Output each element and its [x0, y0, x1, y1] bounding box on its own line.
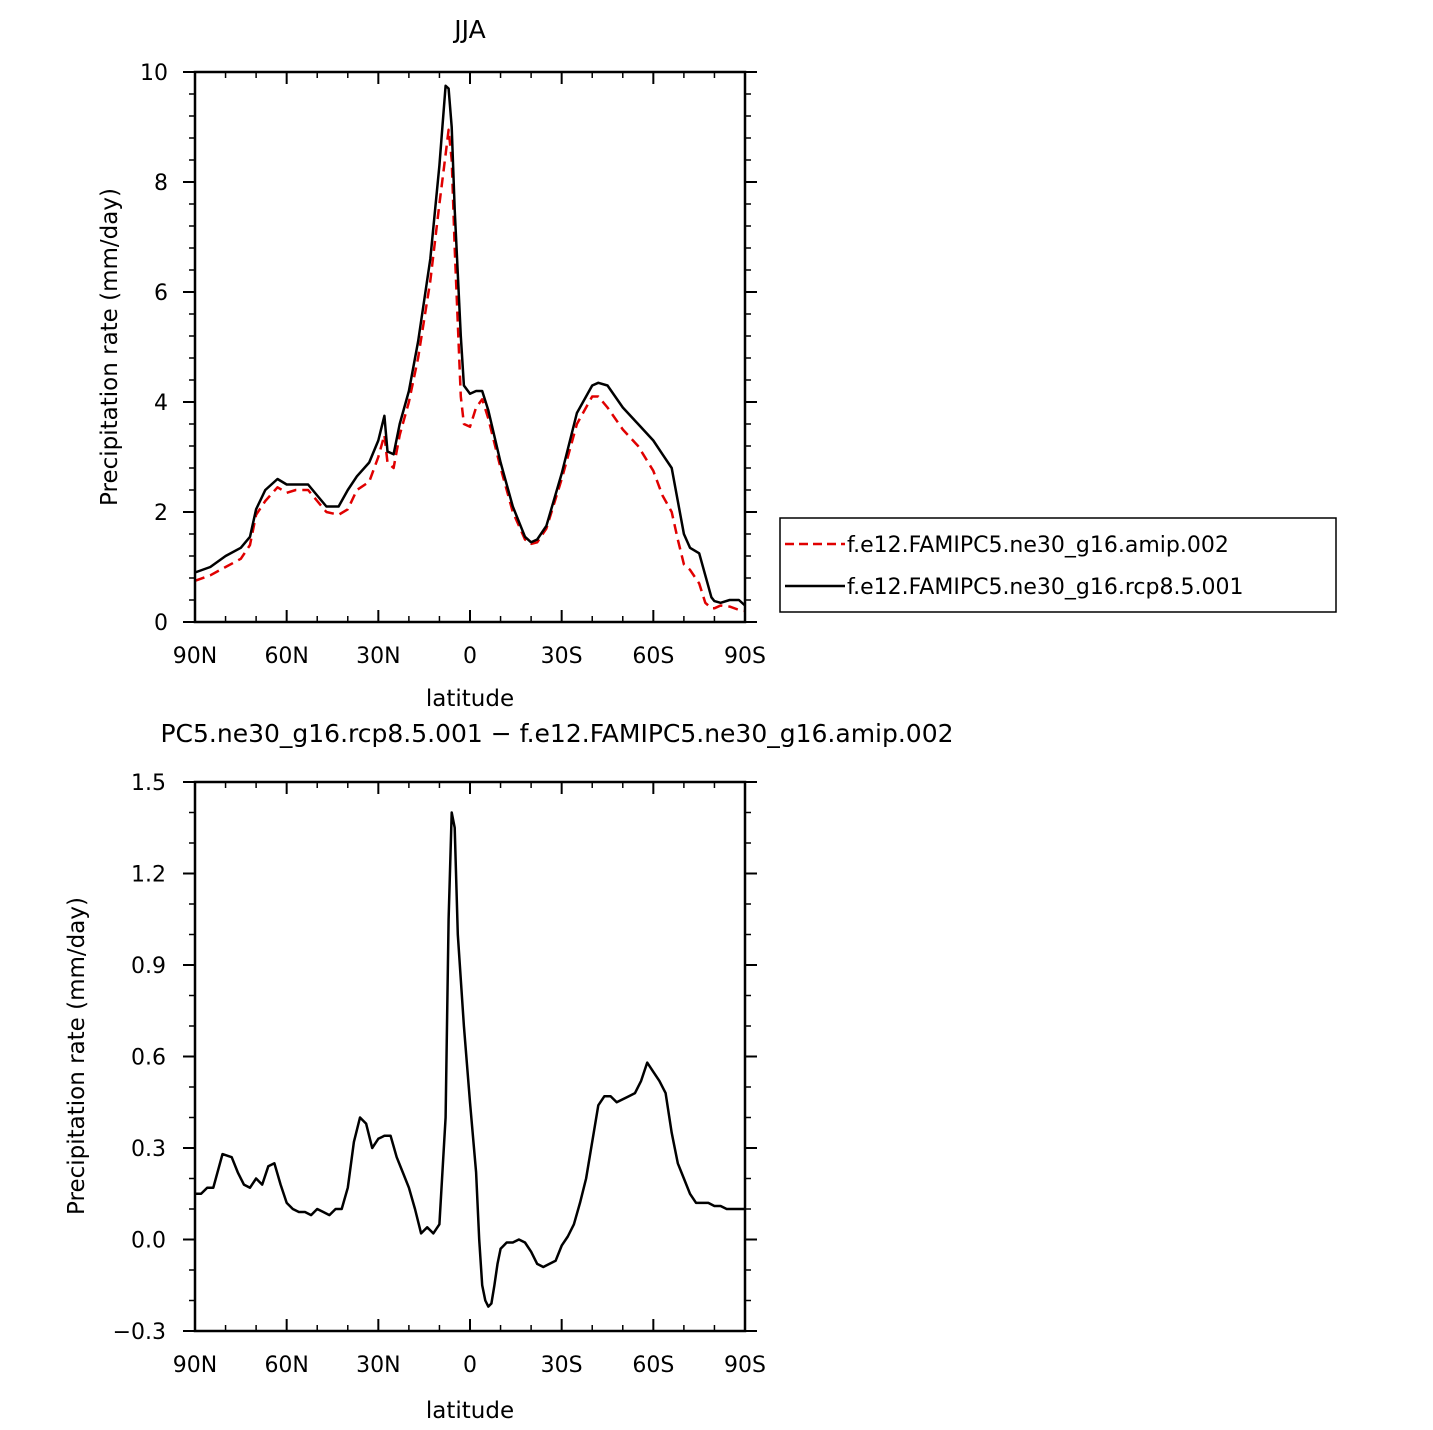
panel-top-ylabel: Precipitation rate (mm/day) — [97, 188, 123, 506]
legend-box — [779, 517, 1337, 613]
panel-bottom-xtick-label: 90N — [173, 1353, 217, 1378]
panel-bottom-ytick-label: 0.9 — [131, 954, 166, 979]
legend-label-amip: f.e12.FAMIPC5.ne30_g16.amip.002 — [847, 533, 1229, 558]
panel-top-xtick-label: 90S — [724, 644, 766, 669]
panel-bottom-difference: PC5.ne30_g16.rcp8.5.001 − f.e12.FAMIPC5.… — [64, 719, 954, 1424]
panel-top-ytick-label: 4 — [154, 391, 168, 416]
panel-bottom-xtick-label: 30N — [356, 1353, 400, 1378]
panel-bottom-ytick-label: −0.3 — [113, 1320, 166, 1345]
panel-top-series-line-0 — [194, 128, 746, 613]
panel-top-title: JJA — [452, 15, 485, 44]
panel-bottom-ytick-label: 1.2 — [131, 863, 166, 888]
panel-bottom-xtick-label: 90S — [724, 1353, 766, 1378]
panel-bottom-xlabel: latitude — [426, 1398, 514, 1424]
panel-bottom-xtick-label: 0 — [463, 1353, 477, 1378]
panel-top-xtick-label: 30S — [541, 644, 583, 669]
panel-top-series-line-1 — [194, 84, 746, 607]
panel-top-ytick-label: 2 — [154, 501, 168, 526]
panel-bottom-ytick-label: 0.0 — [131, 1229, 166, 1254]
panel-top-frame — [193, 70, 747, 624]
panel-bottom-ticks: 90N 60N 30N 0 30S 60S 90S −0.3 0.0 0.3 0.6 0.9 1.2 1.… — [113, 771, 766, 1378]
panel-bottom-ytick-label: 0.3 — [131, 1137, 166, 1162]
panel-top-ytick-label: 6 — [154, 281, 168, 306]
panel-bottom-ytick-label: 0.6 — [131, 1046, 166, 1071]
panel-bottom-lines — [195, 811, 745, 1308]
legend-label-rcp: f.e12.FAMIPC5.ne30_g16.rcp8.5.001 — [847, 575, 1243, 600]
panel-bottom-ytick-label: 1.5 — [131, 771, 166, 796]
panel-top-xtick-label: 0 — [463, 644, 477, 669]
panel-bottom-series-line-0 — [195, 811, 745, 1308]
panel-bottom-frame — [193, 780, 747, 1333]
panel-top-xtick-label: 60N — [264, 644, 308, 669]
panel-bottom-xtick-label: 30S — [541, 1353, 583, 1378]
panel-top-xtick-label: 90N — [173, 644, 217, 669]
panel-top-ytick-label: 0 — [154, 611, 168, 636]
panel-top-xtick-label: 60S — [632, 644, 674, 669]
panel-top-ticks: 90N 60N 30N 0 30S 60S 90S 0 2 4 6 8 10 — [140, 61, 766, 669]
panel-top-ytick-label: 10 — [140, 61, 168, 86]
panel-top-lines — [194, 84, 746, 613]
panel-bottom-title: PC5.ne30_g16.rcp8.5.001 − f.e12.FAMIPC5.… — [160, 719, 953, 748]
panel-bottom-ylabel: Precipitation rate (mm/day) — [64, 897, 90, 1215]
panel-bottom-xtick-label: 60S — [632, 1353, 674, 1378]
panel-top-ytick-label: 8 — [154, 171, 168, 196]
panel-top-xlabel: latitude — [426, 686, 514, 712]
panel-top-xtick-label: 30N — [356, 644, 400, 669]
panel-bottom-xtick-label: 60N — [264, 1353, 308, 1378]
legend: f.e12.FAMIPC5.ne30_g16.amip.002 f.e12.FA… — [779, 517, 1337, 613]
